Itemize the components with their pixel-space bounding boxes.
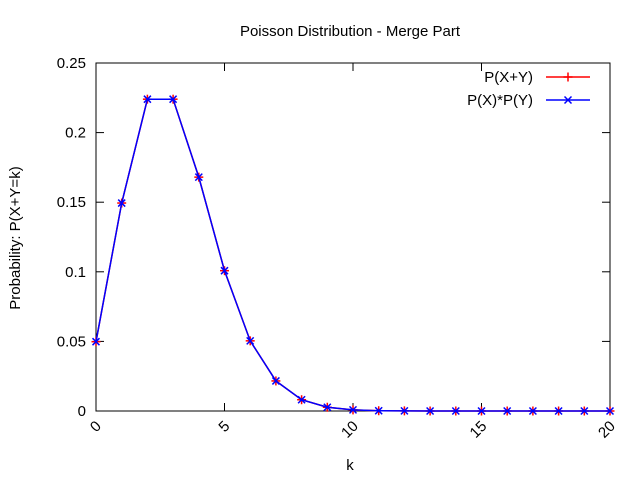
point-marker: [348, 405, 358, 414]
data-point-s2: [503, 406, 512, 416]
point-marker: [246, 336, 255, 345]
point-marker: [169, 95, 178, 104]
data-point-s2: [580, 406, 589, 416]
legend-label: P(X+Y): [484, 69, 533, 86]
point-marker: [426, 406, 435, 416]
series-line-1: [95, 98, 610, 412]
point-marker: [451, 406, 460, 416]
y-tick-label: 0.15: [57, 194, 86, 211]
data-point-s2: [246, 336, 255, 345]
data-point-s2: [605, 406, 615, 416]
point-marker: [503, 406, 512, 416]
legend-swatch-marker: [563, 95, 573, 105]
y-tick-label: 0.25: [57, 55, 86, 72]
x-tick-label: 10: [338, 418, 362, 442]
point-marker: [117, 199, 126, 208]
legend-label: P(X)*P(Y): [467, 92, 533, 109]
point-marker: [194, 173, 203, 182]
point-marker: [374, 406, 383, 415]
data-point-s2: [477, 406, 486, 416]
point-marker: [477, 406, 486, 416]
point-marker: [271, 376, 280, 385]
point-marker: [580, 406, 589, 416]
point-marker: [605, 406, 615, 416]
y-tick-label: 0.2: [65, 125, 86, 142]
plot-frame: [95, 62, 611, 412]
data-point-s2: [400, 406, 409, 415]
point-marker: [400, 406, 409, 415]
data-point-s2: [169, 95, 178, 104]
data-point-s2: [426, 406, 435, 416]
data-point-s2: [220, 266, 229, 275]
y-tick-label: 0.05: [57, 333, 86, 350]
series-line-2: [95, 98, 610, 412]
data-point-s2: [117, 199, 126, 208]
data-point-s2: [528, 406, 537, 416]
data-point-s2: [297, 395, 306, 404]
x-tick-label: 20: [595, 418, 619, 442]
x-tick-label: 15: [467, 418, 491, 442]
data-point-s2: [271, 376, 280, 385]
point-marker: [220, 266, 229, 275]
data-point-s2: [374, 406, 383, 415]
y-tick-label: 0: [78, 403, 86, 420]
x-axis-label: k: [346, 457, 354, 474]
y-axis-label: Probability: P(X+Y=k): [7, 166, 24, 309]
point-marker: [297, 395, 306, 404]
data-point-s2: [451, 406, 460, 416]
point-marker: [143, 95, 152, 104]
point-marker: [554, 406, 563, 416]
data-point-s2: [554, 406, 563, 416]
data-point-s2: [91, 337, 101, 346]
point-marker: [91, 337, 101, 346]
chart-title: Poisson Distribution - Merge Part: [240, 23, 461, 40]
legend: P(X+Y) P(X)*P(Y): [467, 69, 590, 109]
point-marker: [528, 406, 537, 416]
data-point-s2: [323, 403, 332, 412]
y-tick-label: 0.1: [65, 264, 86, 281]
point-marker: [323, 403, 332, 412]
data-point-s2: [348, 405, 358, 414]
data-point-s2: [143, 95, 152, 104]
series-layer: [91, 94, 615, 416]
x-tick-label: 5: [215, 418, 233, 436]
data-point-s2: [194, 173, 203, 182]
x-tick-label: 0: [87, 418, 105, 436]
axis-ticks: 0 0.05 0.1 0.15 0.2 0.25 0 5 10 15 20: [57, 55, 619, 442]
